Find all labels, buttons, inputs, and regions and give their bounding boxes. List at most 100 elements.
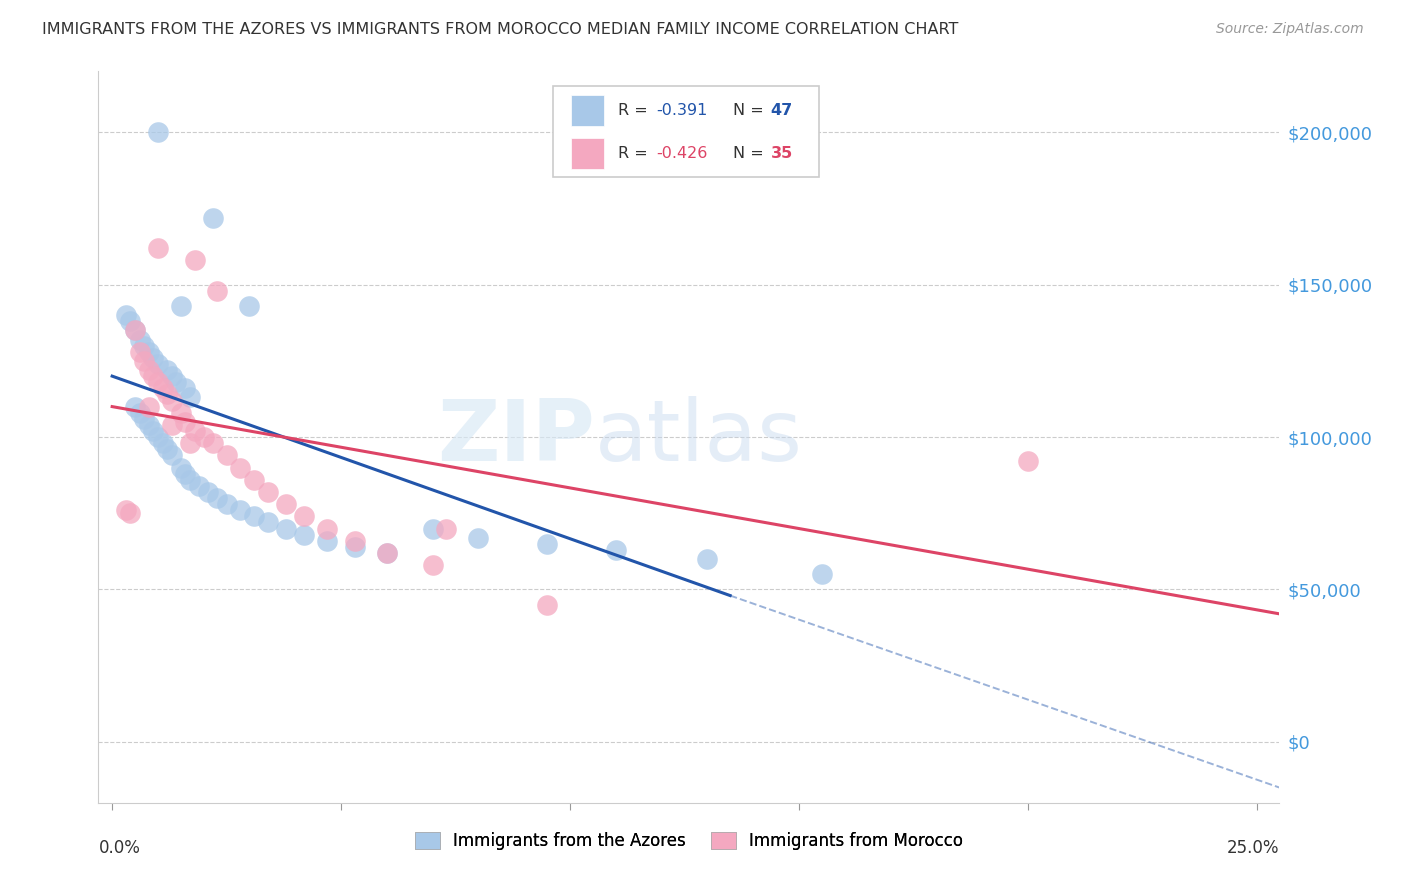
Point	[160, 393, 183, 408]
Point	[170, 460, 193, 475]
Point	[152, 381, 174, 395]
Point	[146, 125, 169, 139]
Text: N =: N =	[733, 103, 769, 119]
Point	[243, 473, 266, 487]
Point	[142, 369, 165, 384]
Text: IMMIGRANTS FROM THE AZORES VS IMMIGRANTS FROM MOROCCO MEDIAN FAMILY INCOME CORRE: IMMIGRANTS FROM THE AZORES VS IMMIGRANTS…	[42, 22, 959, 37]
Point	[138, 363, 160, 377]
Text: 25.0%: 25.0%	[1227, 839, 1279, 857]
Point	[375, 546, 398, 560]
Point	[170, 299, 193, 313]
Point	[343, 540, 366, 554]
Point	[128, 344, 150, 359]
Point	[174, 467, 197, 481]
Text: R =: R =	[619, 103, 652, 119]
Point	[134, 338, 156, 352]
Point	[207, 284, 229, 298]
Point	[124, 323, 146, 337]
Point	[179, 473, 201, 487]
Point	[174, 381, 197, 395]
Point	[316, 521, 339, 535]
Point	[174, 415, 197, 429]
Point	[193, 430, 215, 444]
Point	[274, 521, 297, 535]
Point	[229, 460, 252, 475]
Point	[142, 351, 165, 365]
Text: ZIP: ZIP	[437, 395, 595, 479]
Point	[146, 375, 169, 389]
Point	[138, 344, 160, 359]
Point	[138, 400, 160, 414]
Point	[134, 412, 156, 426]
Point	[160, 369, 183, 384]
Point	[170, 406, 193, 420]
Point	[343, 533, 366, 548]
Point	[115, 308, 138, 322]
Bar	[571, 138, 605, 169]
Point	[138, 417, 160, 432]
Point	[156, 363, 179, 377]
Point	[294, 527, 316, 541]
Text: R =: R =	[619, 145, 652, 161]
Point	[375, 546, 398, 560]
Point	[215, 448, 238, 462]
Point	[134, 354, 156, 368]
Point	[120, 506, 142, 520]
Point	[124, 323, 146, 337]
FancyBboxPatch shape	[553, 86, 818, 178]
Point	[274, 497, 297, 511]
Text: 35: 35	[770, 145, 793, 161]
Point	[156, 442, 179, 457]
Point	[467, 531, 489, 545]
Point	[238, 299, 260, 313]
Point	[256, 485, 278, 500]
Legend: Immigrants from the Azores, Immigrants from Morocco: Immigrants from the Azores, Immigrants f…	[408, 825, 970, 856]
Point	[160, 417, 183, 432]
Point	[294, 509, 316, 524]
Point	[810, 567, 832, 582]
Text: -0.426: -0.426	[655, 145, 707, 161]
Point	[422, 558, 444, 573]
Text: 0.0%: 0.0%	[98, 839, 141, 857]
Point	[146, 241, 169, 255]
Point	[128, 406, 150, 420]
Point	[536, 598, 558, 612]
Point	[256, 516, 278, 530]
Point	[434, 521, 457, 535]
Point	[165, 375, 187, 389]
Point	[201, 436, 224, 450]
Point	[146, 357, 169, 371]
Point	[120, 314, 142, 328]
Point	[115, 503, 138, 517]
Point	[183, 253, 205, 268]
Point	[229, 503, 252, 517]
Point	[156, 387, 179, 401]
Text: 47: 47	[770, 103, 793, 119]
Bar	[571, 95, 605, 127]
Point	[536, 537, 558, 551]
Text: atlas: atlas	[595, 395, 803, 479]
Point	[160, 448, 183, 462]
Point	[316, 533, 339, 548]
Point	[197, 485, 219, 500]
Point	[183, 424, 205, 438]
Text: N =: N =	[733, 145, 769, 161]
Point	[207, 491, 229, 505]
Point	[188, 479, 211, 493]
Point	[201, 211, 224, 225]
Point	[243, 509, 266, 524]
Point	[146, 430, 169, 444]
Text: Source: ZipAtlas.com: Source: ZipAtlas.com	[1216, 22, 1364, 37]
Point	[124, 400, 146, 414]
Point	[142, 424, 165, 438]
Point	[179, 436, 201, 450]
Point	[422, 521, 444, 535]
Point	[696, 552, 718, 566]
Point	[1017, 454, 1039, 468]
Point	[179, 391, 201, 405]
Point	[152, 436, 174, 450]
Point	[605, 542, 627, 557]
Point	[128, 333, 150, 347]
Point	[215, 497, 238, 511]
Text: -0.391: -0.391	[655, 103, 707, 119]
